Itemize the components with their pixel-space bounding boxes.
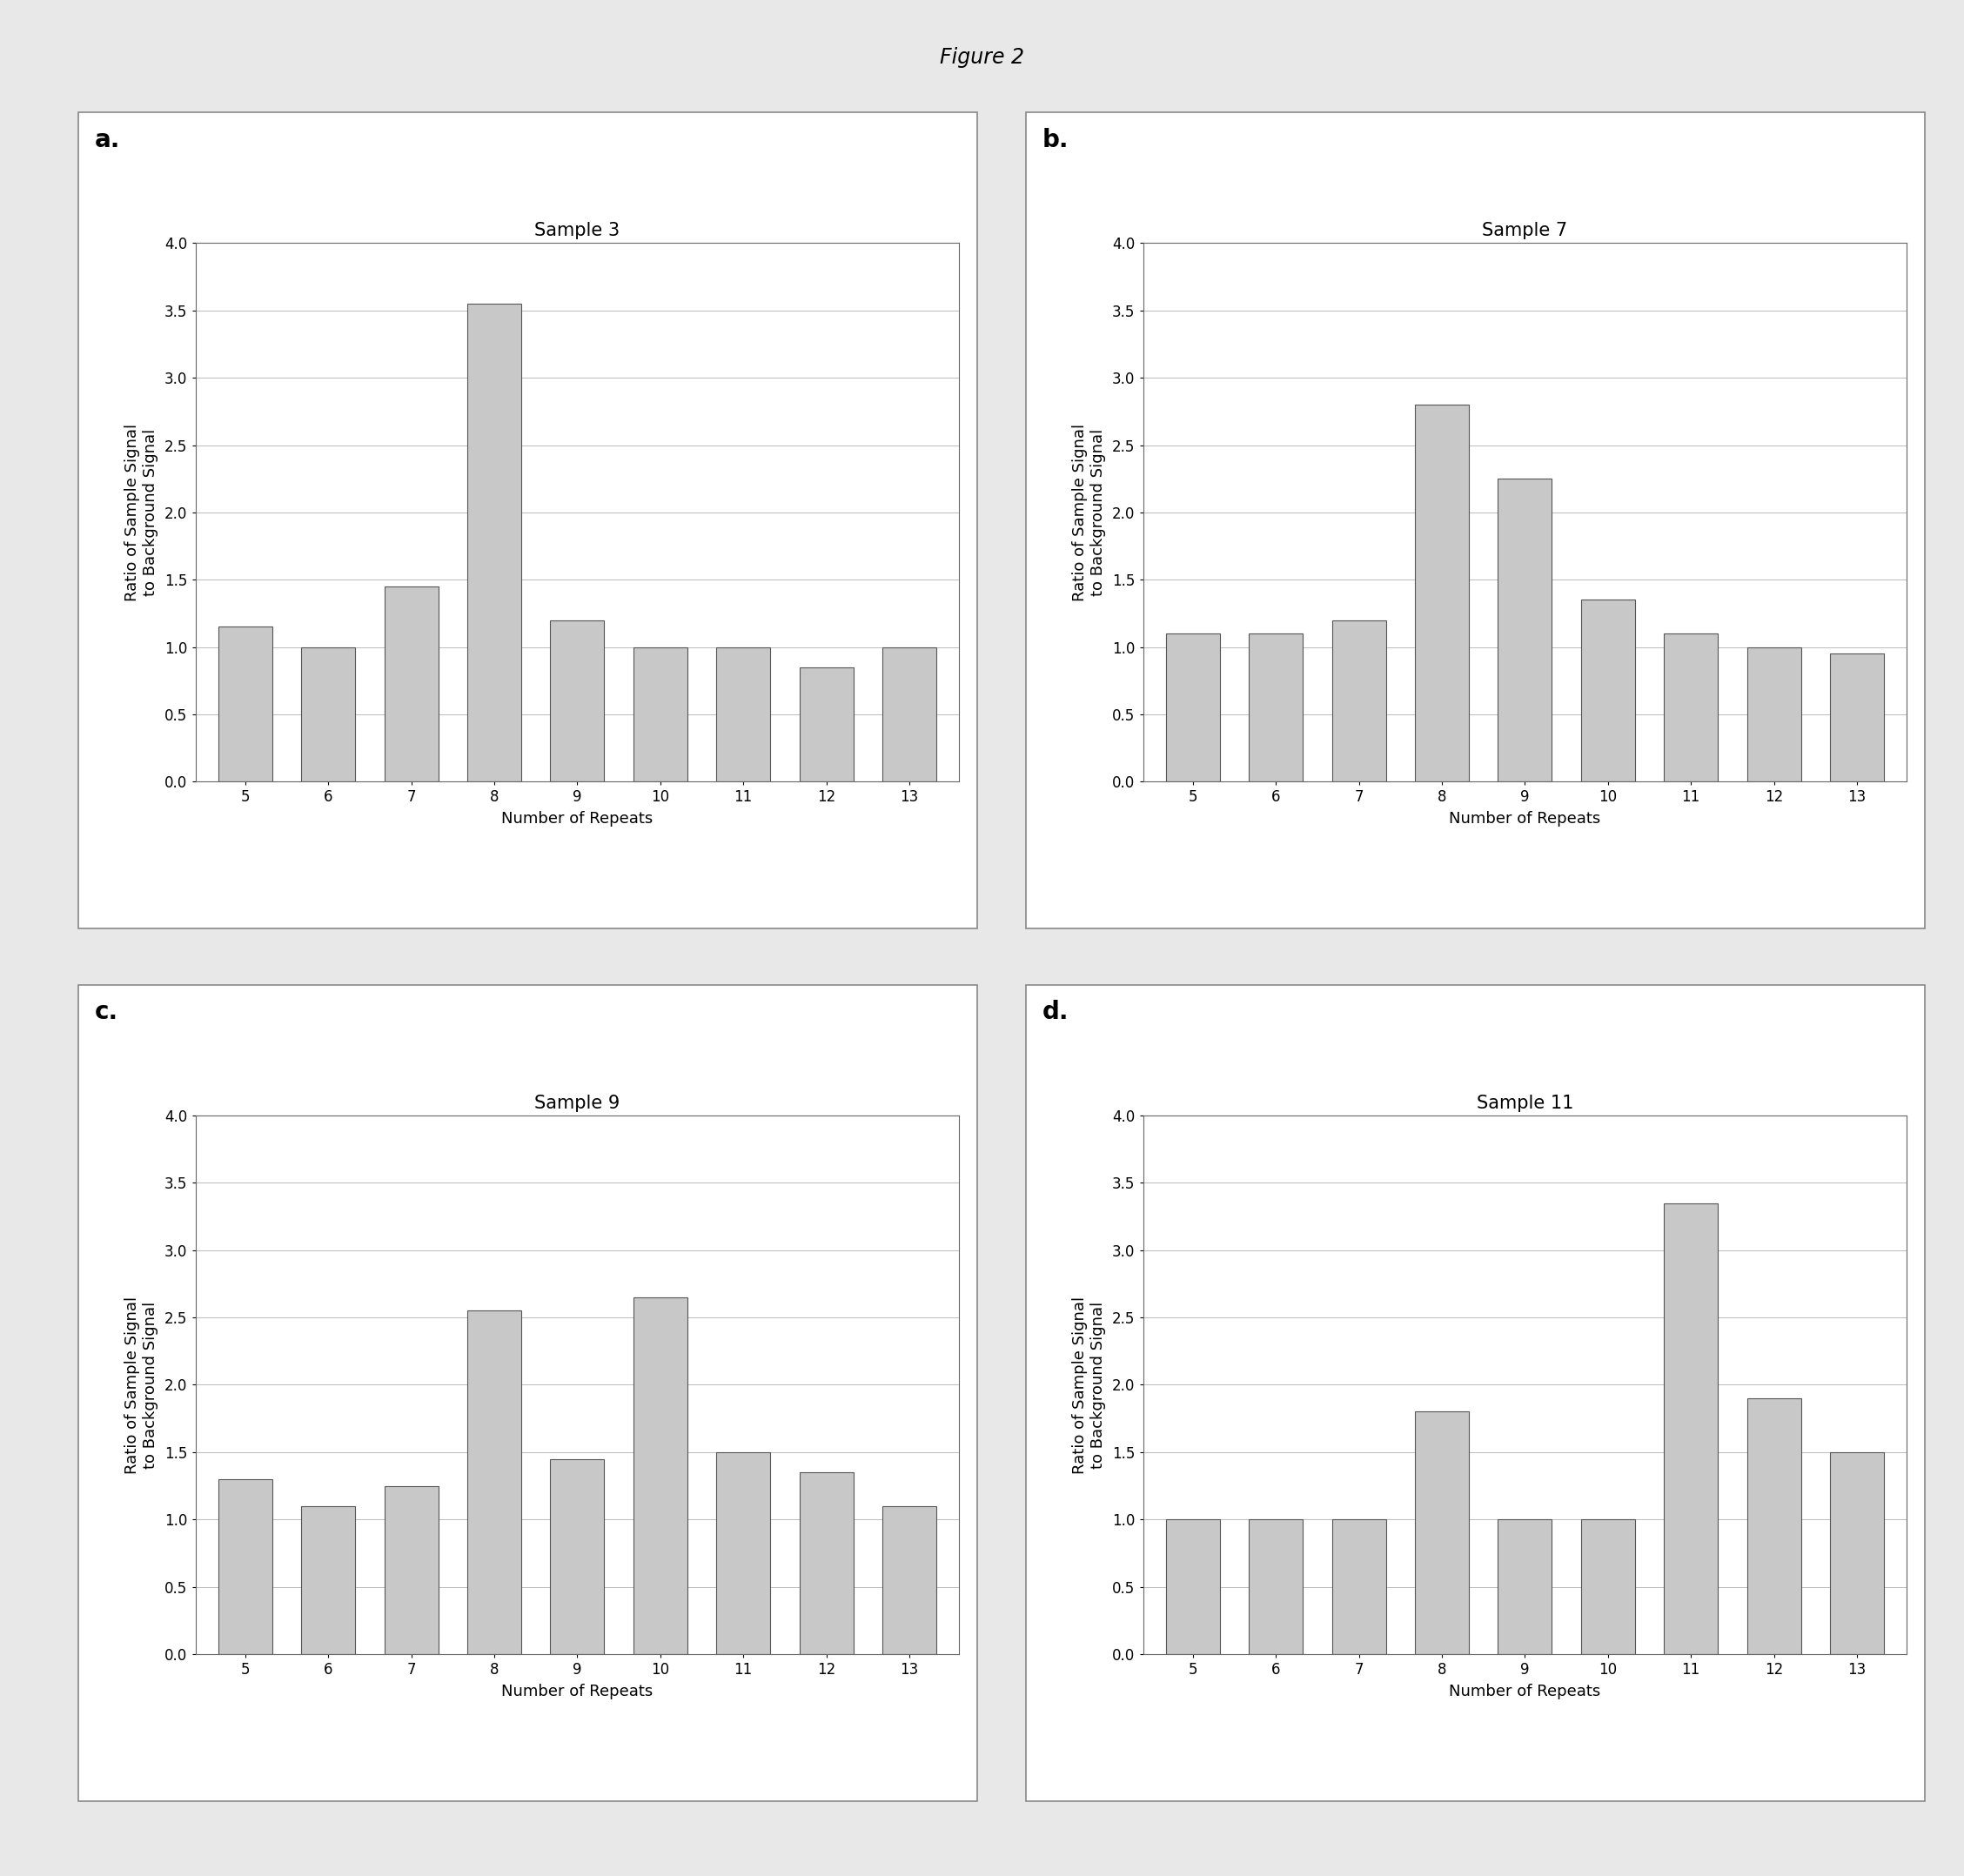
Bar xyxy=(799,668,852,782)
Bar xyxy=(1414,1413,1469,1655)
Bar xyxy=(550,621,605,782)
Text: a.: a. xyxy=(94,128,120,152)
Bar xyxy=(218,1478,273,1655)
Bar xyxy=(1414,405,1469,782)
X-axis label: Number of Repeats: Number of Repeats xyxy=(501,1683,654,1700)
Title: Sample 9: Sample 9 xyxy=(534,1094,621,1112)
Bar xyxy=(1664,1203,1718,1655)
Y-axis label: Ratio of Sample Signal
to Background Signal: Ratio of Sample Signal to Background Sig… xyxy=(126,424,159,600)
Bar xyxy=(1746,647,1801,782)
Bar xyxy=(717,1452,770,1655)
Bar xyxy=(385,587,438,782)
Bar xyxy=(1249,634,1302,782)
Bar xyxy=(1746,1398,1801,1655)
X-axis label: Number of Repeats: Number of Repeats xyxy=(501,810,654,827)
Bar xyxy=(300,647,355,782)
Bar xyxy=(550,1460,605,1655)
Title: Sample 3: Sample 3 xyxy=(534,221,621,240)
Bar xyxy=(1499,478,1552,782)
Bar xyxy=(882,1506,937,1655)
Bar xyxy=(1581,600,1634,782)
Bar xyxy=(467,304,520,782)
Text: Figure 2: Figure 2 xyxy=(941,47,1023,68)
Text: b.: b. xyxy=(1041,128,1068,152)
Bar xyxy=(385,1486,438,1655)
X-axis label: Number of Repeats: Number of Repeats xyxy=(1449,1683,1601,1700)
Text: c.: c. xyxy=(94,1000,118,1024)
Bar xyxy=(717,647,770,782)
Bar xyxy=(799,1473,852,1655)
Title: Sample 11: Sample 11 xyxy=(1477,1094,1573,1112)
Bar xyxy=(1332,1520,1387,1655)
Title: Sample 7: Sample 7 xyxy=(1483,221,1567,240)
Bar xyxy=(632,647,687,782)
Bar xyxy=(1830,655,1883,782)
Bar xyxy=(300,1506,355,1655)
Bar xyxy=(1249,1520,1302,1655)
Y-axis label: Ratio of Sample Signal
to Background Signal: Ratio of Sample Signal to Background Sig… xyxy=(1072,424,1106,600)
Bar xyxy=(1664,634,1718,782)
Bar xyxy=(632,1296,687,1655)
Bar xyxy=(467,1311,520,1655)
Y-axis label: Ratio of Sample Signal
to Background Signal: Ratio of Sample Signal to Background Sig… xyxy=(1072,1296,1106,1473)
Y-axis label: Ratio of Sample Signal
to Background Signal: Ratio of Sample Signal to Background Sig… xyxy=(126,1296,159,1473)
X-axis label: Number of Repeats: Number of Repeats xyxy=(1449,810,1601,827)
Bar xyxy=(1167,1520,1220,1655)
Bar xyxy=(1167,634,1220,782)
Bar xyxy=(1830,1452,1883,1655)
Bar xyxy=(1499,1520,1552,1655)
Bar xyxy=(1581,1520,1634,1655)
Bar xyxy=(1332,621,1387,782)
Text: d.: d. xyxy=(1041,1000,1068,1024)
Bar xyxy=(218,627,273,782)
Bar xyxy=(882,647,937,782)
